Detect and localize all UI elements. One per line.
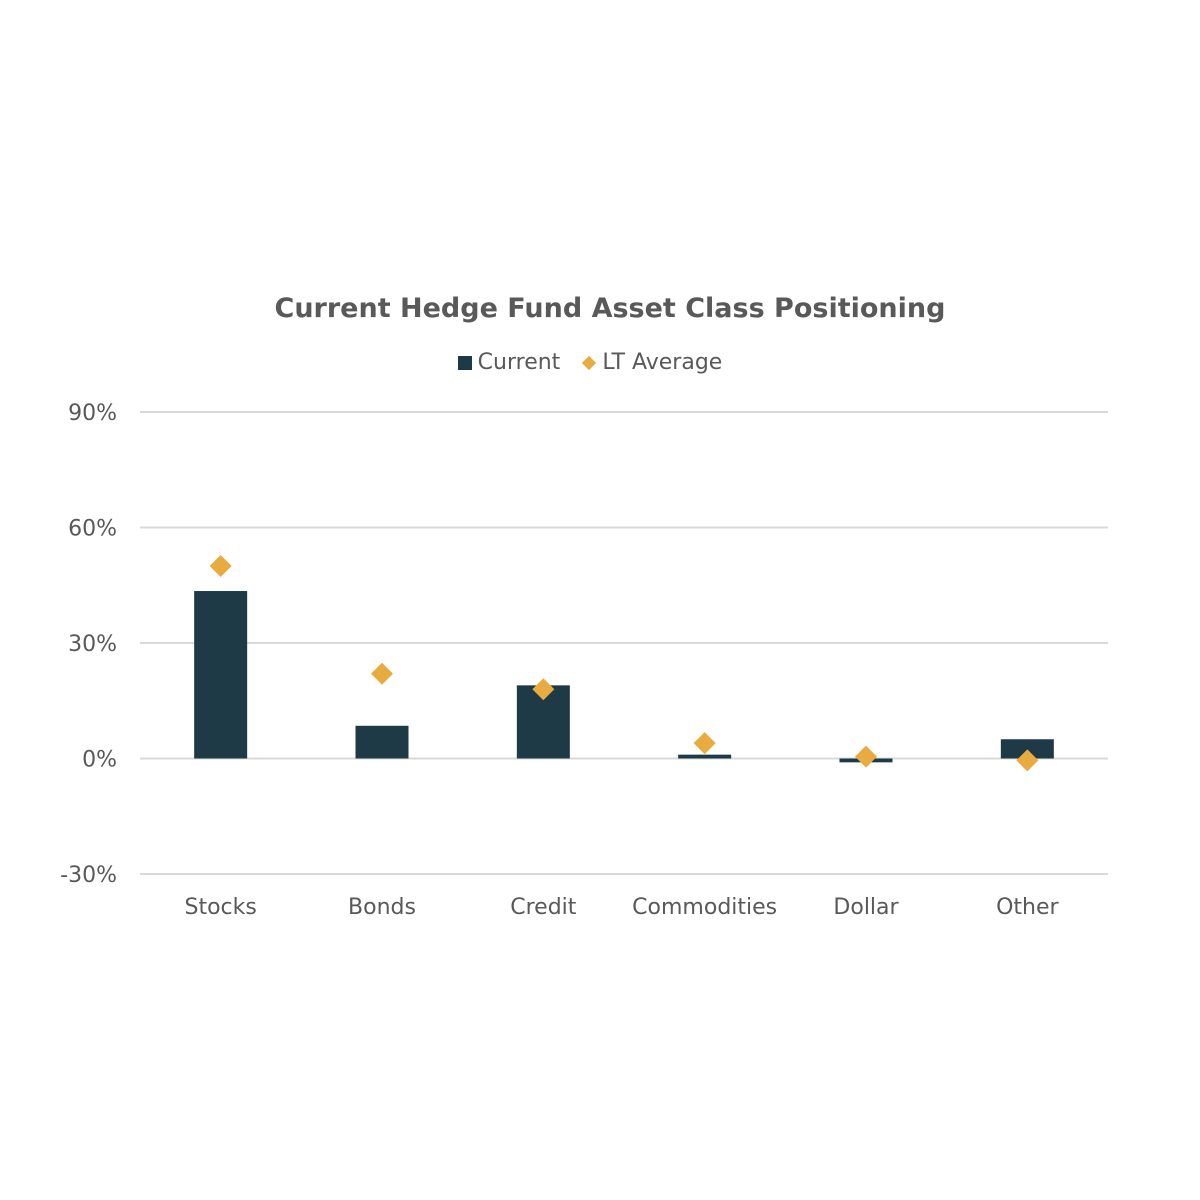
marker-dollar [855, 745, 877, 768]
x-tick-label: Bonds [348, 895, 416, 920]
bar-bonds [355, 725, 409, 759]
legend-swatch-current [457, 355, 472, 370]
y-tick-label: 60% [68, 517, 117, 542]
legend-label-current: Current [477, 350, 561, 375]
bar-other [1000, 739, 1054, 759]
gridlines [140, 411, 1108, 875]
y-tick-label: -30% [60, 863, 117, 888]
y-tick-label: 0% [82, 748, 117, 773]
x-tick-label: Stocks [184, 895, 256, 920]
legend-item-lt-average: LT Average [582, 350, 723, 375]
x-tick-label: Credit [510, 895, 577, 920]
chart-title: Current Hedge Fund Asset Class Positioni… [274, 293, 946, 324]
x-tick-label: Other [996, 895, 1059, 920]
x-tick-label: Commodities [632, 895, 777, 920]
bar-commodities [678, 754, 732, 759]
marker-bonds [371, 662, 393, 685]
marker-other [1016, 749, 1039, 772]
chart-legend: Current LT Average [0, 350, 1180, 375]
legend-label-lt-average: LT Average [602, 350, 723, 375]
marker-commodities [693, 732, 716, 755]
current-bars [194, 591, 1054, 763]
x-tick-label: Dollar [833, 895, 899, 920]
legend-item-current: Current [457, 350, 561, 375]
bar-stocks [194, 591, 248, 759]
lt-average-markers [209, 555, 1039, 772]
x-axis-labels: Stocks Bonds Credit Commodities Dollar Other [184, 895, 1059, 920]
marker-stocks [209, 555, 232, 577]
y-axis-labels: 90% 60% 30% 0% -30% [60, 401, 117, 888]
y-tick-label: 30% [68, 632, 117, 657]
y-tick-label: 90% [68, 401, 117, 426]
marker-credit [532, 678, 555, 701]
